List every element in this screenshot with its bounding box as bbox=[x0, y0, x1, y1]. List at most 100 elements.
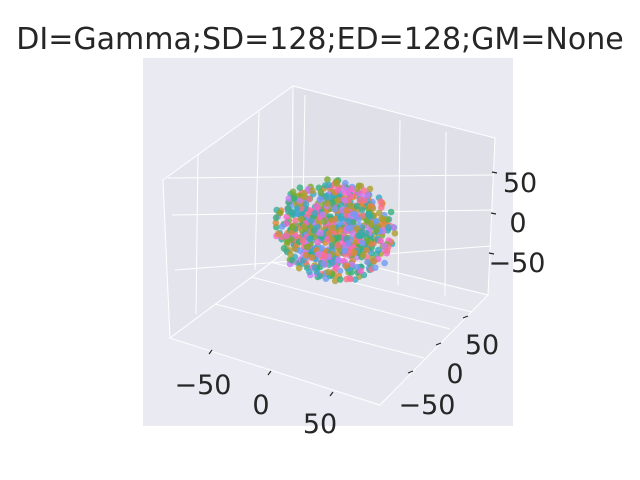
scatter-point bbox=[316, 272, 324, 280]
grid-lines bbox=[167, 94, 495, 359]
scatter-point bbox=[320, 260, 327, 268]
scatter-point bbox=[274, 230, 282, 238]
scatter-point bbox=[334, 241, 342, 249]
scatter-point bbox=[316, 196, 324, 203]
scatter-point bbox=[301, 193, 308, 200]
scatter-point bbox=[288, 208, 296, 216]
scatter-point bbox=[378, 204, 385, 211]
scatter-point bbox=[329, 199, 336, 207]
scatter-point bbox=[329, 224, 336, 231]
scatter-point bbox=[377, 237, 385, 245]
scatter-point bbox=[336, 276, 344, 283]
scatter-point bbox=[358, 206, 366, 214]
scatter-points bbox=[272, 176, 399, 285]
scatter-point bbox=[296, 184, 304, 191]
scatter-point bbox=[299, 237, 307, 245]
x-axis: −50 0 50 bbox=[175, 349, 337, 440]
scatter-point bbox=[366, 185, 374, 193]
z-tick-label: 50 bbox=[503, 168, 537, 199]
scatter-point bbox=[310, 227, 318, 234]
scatter-point bbox=[378, 215, 385, 222]
scatter-point bbox=[325, 268, 332, 276]
scatter-point bbox=[328, 236, 336, 243]
scatter-point bbox=[303, 243, 311, 251]
x-tick-label: 0 bbox=[252, 390, 269, 421]
scatter-point bbox=[364, 258, 371, 266]
scatter-point bbox=[296, 247, 304, 254]
scatter-point bbox=[328, 259, 336, 267]
scatter-point bbox=[272, 214, 280, 222]
chart-title: DI=Gamma;SD=128;ED=128;GM=None bbox=[16, 22, 623, 57]
scatter-point bbox=[390, 224, 397, 231]
scatter-point bbox=[308, 254, 316, 261]
scatter-point bbox=[287, 250, 294, 258]
scatter-point bbox=[360, 187, 368, 194]
scatter-point bbox=[373, 226, 380, 234]
scatter-point bbox=[328, 242, 336, 249]
scatter-point bbox=[391, 230, 399, 237]
scatter-point bbox=[343, 207, 351, 214]
scatter-point bbox=[346, 218, 353, 226]
scatter-point bbox=[298, 216, 305, 223]
scatter-point bbox=[308, 217, 315, 224]
scatter-point bbox=[387, 208, 395, 216]
scatter-point bbox=[315, 250, 323, 258]
scatter-point bbox=[364, 218, 371, 225]
scatter-point bbox=[331, 205, 339, 213]
scatter-point bbox=[292, 217, 299, 224]
scatter-point bbox=[320, 218, 328, 225]
scatter-point bbox=[328, 217, 335, 224]
scatter-point bbox=[348, 185, 355, 193]
y-tick-mark bbox=[462, 315, 469, 319]
scatter-point bbox=[364, 211, 372, 218]
scatter-point bbox=[357, 229, 365, 236]
z-tick-mark bbox=[491, 171, 498, 174]
scatter-point bbox=[353, 185, 361, 192]
y-tick-label: 0 bbox=[446, 359, 463, 390]
scatter-point bbox=[349, 230, 357, 237]
scatter-point bbox=[342, 262, 350, 270]
scatter-point bbox=[380, 242, 388, 250]
scatter-point bbox=[335, 256, 342, 264]
z-tick-label: −50 bbox=[489, 248, 546, 279]
z-axis: 50 0 −50 bbox=[489, 168, 546, 279]
scatter-point bbox=[385, 224, 392, 231]
scatter-point bbox=[295, 264, 303, 272]
scatter-point bbox=[340, 185, 348, 192]
scatter-point bbox=[381, 259, 388, 267]
scatter-point bbox=[357, 196, 365, 204]
scatter-point bbox=[372, 264, 379, 272]
scatter-point bbox=[364, 237, 371, 244]
scatter-point bbox=[359, 239, 366, 247]
scatter-point bbox=[296, 197, 304, 204]
z-tick-mark bbox=[488, 252, 495, 255]
x-tick-label: −50 bbox=[175, 370, 232, 401]
scatter-point bbox=[289, 223, 296, 231]
scatter-point bbox=[343, 275, 350, 283]
scatter-point bbox=[302, 201, 310, 208]
scatter-point bbox=[324, 200, 331, 207]
scatter-point bbox=[282, 232, 290, 240]
x-tick-mark bbox=[267, 370, 272, 376]
scatter-point bbox=[272, 219, 280, 227]
y-tick-mark bbox=[435, 342, 442, 346]
scatter-point bbox=[375, 246, 382, 254]
scatter-point bbox=[321, 252, 329, 260]
scatter-point bbox=[309, 187, 316, 194]
scatter-point bbox=[325, 230, 333, 237]
scatter-point bbox=[306, 235, 314, 243]
y-tick-label: −50 bbox=[399, 390, 456, 421]
scatter-point bbox=[347, 202, 354, 209]
x-tick-mark bbox=[329, 391, 334, 397]
scatter-point bbox=[333, 179, 341, 186]
scatter-point bbox=[276, 209, 283, 217]
y-axis: 50 0 −50 bbox=[399, 315, 499, 421]
scatter-point bbox=[290, 195, 298, 202]
scatter-point bbox=[280, 245, 288, 252]
scatter-point bbox=[370, 258, 378, 265]
scatter-point bbox=[278, 223, 286, 230]
scatter-point bbox=[317, 229, 325, 237]
scatter-point bbox=[375, 209, 383, 217]
scatter-point bbox=[334, 197, 342, 204]
